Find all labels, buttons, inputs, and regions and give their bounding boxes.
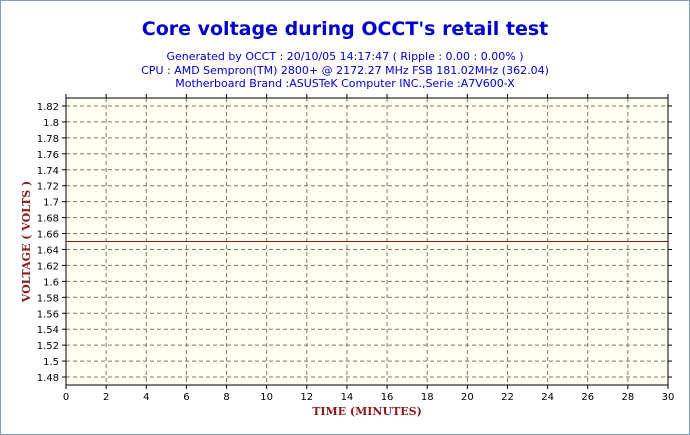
x-tick-label: 28 xyxy=(621,392,634,403)
x-axis-ticks: 0 2 4 6 8 10 12 14 16 18 20 22 24 26 28 30 xyxy=(63,94,675,403)
y-tick-label: 1.78 xyxy=(37,134,59,145)
y-tick-label: 1.76 xyxy=(37,150,59,161)
cpu-info: CPU : AMD Sempron(TM) 2800+ @ 2172.27 MH… xyxy=(141,64,549,77)
generated-info: Generated by OCCT : 20/10/05 14:17:47 ( … xyxy=(166,50,524,63)
y-axis-label: VOLTAGE ( VOLTS ) xyxy=(20,181,33,303)
x-tick-label: 6 xyxy=(183,392,189,403)
x-tick-label: 8 xyxy=(223,392,229,403)
motherboard-info: Motherboard Brand :ASUSTeK Computer INC.… xyxy=(175,77,515,90)
x-tick-label: 26 xyxy=(581,392,594,403)
x-tick-label: 30 xyxy=(662,392,675,403)
x-tick-label: 24 xyxy=(541,392,554,403)
y-tick-label: 1.52 xyxy=(37,341,59,352)
y-tick-label: 1.72 xyxy=(37,182,59,193)
y-tick-label: 1.48 xyxy=(37,373,59,384)
y-tick-label: 1.56 xyxy=(37,309,59,320)
y-tick-label: 1.62 xyxy=(37,261,59,272)
y-tick-label: 1.7 xyxy=(43,198,59,209)
x-tick-label: 20 xyxy=(461,392,474,403)
y-tick-label: 1.58 xyxy=(37,293,59,304)
plot-border xyxy=(65,97,669,386)
x-tick-label: 14 xyxy=(341,392,354,403)
y-tick-label: 1.66 xyxy=(37,230,59,241)
y-axis-ticks: 1.48 1.5 1.52 1.54 1.56 1.58 1.6 1.62 1.64 1.66 1.… xyxy=(37,102,672,384)
y-tick-label: 1.68 xyxy=(37,214,59,225)
chart-title: Core voltage during OCCT's retail test xyxy=(141,18,549,40)
x-tick-label: 0 xyxy=(63,392,69,403)
x-axis-label: TIME (MINUTES) xyxy=(312,405,422,418)
x-tick-label: 18 xyxy=(421,392,434,403)
y-tick-label: 1.5 xyxy=(43,357,59,368)
x-tick-label: 16 xyxy=(381,392,394,403)
y-tick-label: 1.6 xyxy=(43,277,59,288)
y-tick-label: 1.82 xyxy=(37,102,59,113)
x-tick-label: 2 xyxy=(103,392,109,403)
x-tick-label: 22 xyxy=(501,392,514,403)
y-tick-label: 1.74 xyxy=(37,166,59,177)
x-tick-label: 10 xyxy=(260,392,273,403)
x-tick-label: 4 xyxy=(143,392,149,403)
x-tick-label: 12 xyxy=(300,392,313,403)
y-tick-label: 1.64 xyxy=(37,245,59,256)
y-tick-label: 1.54 xyxy=(37,325,59,336)
y-tick-label: 1.8 xyxy=(43,118,59,129)
